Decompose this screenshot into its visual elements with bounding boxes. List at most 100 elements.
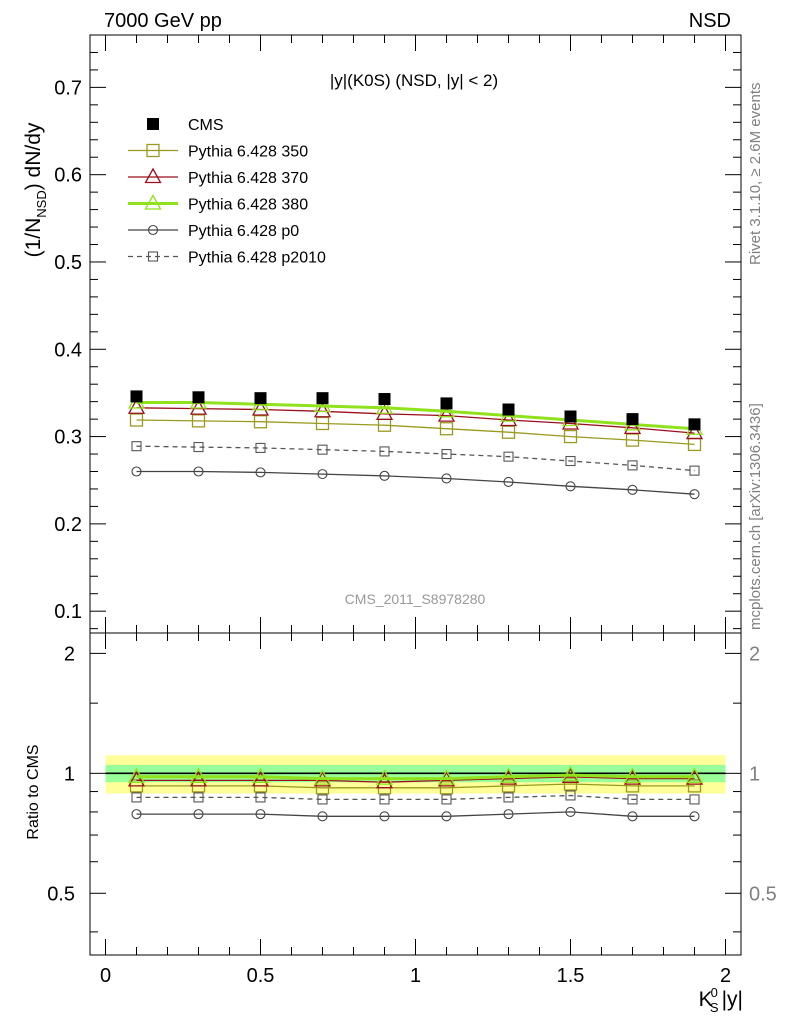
main-axis-ticks: 0.1 0.2 0.3 0.4 0.5 0.6 0.7: [54, 35, 741, 633]
ratio-point-pythia-6-428-380: [189, 767, 208, 783]
main-point-cms: [316, 392, 329, 405]
main-y-tick-label: 0.3: [54, 427, 82, 449]
legend-marker: [147, 251, 159, 262]
main-point-pythia-6-428-p0: [317, 469, 328, 480]
legend-label: Pythia 6.428 380: [188, 197, 308, 214]
ratio-point-pythia-6-428-p2010: [441, 794, 452, 805]
ratio-point-pythia-6-428-p2010: [255, 792, 266, 803]
ratio-point-pythia-6-428-p2010: [627, 794, 638, 805]
main-line-pythia-6-428-380: [136, 401, 695, 431]
main-point-pythia-6-428-p0: [565, 481, 576, 492]
main-point-pythia-6-428-p2010: [441, 448, 452, 460]
ratio-point-pythia-6-428-350: [439, 781, 454, 795]
ratio-point-pythia-6-428-370: [375, 772, 394, 789]
ratio-axis-ticks: 0 0.5 1 1.5 2 0.5 0.5 1 1 2 2: [47, 633, 777, 987]
ratio-point-pythia-6-428-p0: [255, 809, 266, 820]
main-point-pythia-6-428-p0: [379, 470, 390, 481]
ratio-point-pythia-6-428-p0: [503, 809, 514, 820]
ratio-y-tick-label-right: 2: [749, 643, 760, 665]
legend-marker: [144, 194, 162, 210]
ratio-point-pythia-6-428-380: [623, 767, 642, 783]
main-point-cms: [626, 413, 639, 426]
ratio-point-pythia-6-428-350: [563, 777, 578, 791]
main-point-pythia-6-428-p0: [193, 466, 204, 477]
ratio-y-tick-label: 1: [64, 763, 75, 785]
main-y-tick-label: 0.1: [54, 601, 82, 623]
main-point-pythia-6-428-350: [501, 425, 516, 439]
main-y-tick-label: 0.4: [54, 339, 82, 361]
main-point-pythia-6-428-350: [191, 414, 206, 428]
legend-marker: [147, 118, 159, 130]
ratio-point-pythia-6-428-p2010: [131, 792, 142, 803]
main-point-pythia-6-428-350: [253, 415, 268, 429]
main-point-pythia-6-428-350: [129, 413, 144, 427]
ratio-point-pythia-6-428-p0: [689, 811, 700, 822]
main-point-pythia-6-428-p0: [627, 484, 638, 495]
main-point-pythia-6-428-p0: [503, 476, 514, 488]
main-point-pythia-6-428-p2010: [565, 455, 576, 467]
main-point-cms: [378, 393, 391, 406]
main-line-pythia-6-428-p2010: [136, 445, 695, 472]
main-point-cms: [130, 390, 143, 403]
ratio-y-tick-label: 2: [64, 643, 75, 665]
rivet-info: Rivet 3.1.10, ≥ 2.6M events: [747, 83, 764, 266]
ratio-line-pythia-6-428-370: [136, 776, 695, 783]
ratio-point-pythia-6-428-p0: [627, 811, 638, 822]
ratio-point-pythia-6-428-370: [251, 771, 270, 787]
legend-label: Pythia 6.428 370: [188, 170, 308, 187]
ratio-point-pythia-6-428-350: [315, 781, 330, 795]
main-point-pythia-6-428-p2010: [379, 446, 390, 457]
ratio-point-pythia-6-428-p2010: [503, 792, 514, 803]
main-y-tick-label: 0.7: [54, 77, 82, 99]
x-tick-label: 1: [410, 965, 421, 987]
ratio-point-pythia-6-428-p0: [317, 811, 328, 822]
main-point-cms: [440, 397, 453, 410]
ratio-y-tick-label: 0.5: [47, 883, 75, 905]
main-point-pythia-6-428-370: [437, 406, 456, 422]
x-tick-label: 0: [100, 965, 111, 987]
ratio-point-pythia-6-428-350: [501, 779, 516, 793]
main-point-pythia-6-428-p2010: [255, 442, 266, 453]
main-point-pythia-6-428-370: [313, 401, 332, 418]
ratio-point-pythia-6-428-370: [127, 771, 146, 787]
main-point-pythia-6-428-370: [251, 400, 270, 416]
main-point-pythia-6-428-350: [563, 429, 578, 444]
main-point-cms: [564, 410, 577, 423]
main-point-pythia-6-428-380: [313, 396, 332, 413]
main-point-pythia-6-428-380: [437, 401, 456, 418]
legend-marker: [146, 143, 160, 158]
main-y-tick-label: 0.2: [54, 514, 82, 536]
main-point-pythia-6-428-p0: [131, 466, 142, 477]
main-point-pythia-6-428-350: [625, 433, 640, 447]
main-point-pythia-6-428-350: [315, 416, 330, 431]
ratio-plot-data: [127, 765, 704, 822]
ratio-point-pythia-6-428-350: [687, 779, 702, 793]
main-point-cms: [502, 403, 515, 416]
ratio-point-pythia-6-428-p0: [441, 811, 452, 822]
ratio-point-pythia-6-428-p2010: [379, 794, 390, 805]
main-y-tick-label: 0.5: [54, 252, 82, 274]
ratio-point-pythia-6-428-p0: [565, 806, 576, 817]
ratio-line-pythia-6-428-p0: [136, 811, 695, 817]
main-point-cms: [688, 418, 701, 431]
main-point-pythia-6-428-p2010: [627, 460, 638, 471]
ratio-point-pythia-6-428-370: [189, 771, 208, 787]
legend-marker: [147, 224, 159, 236]
main-point-pythia-6-428-p0: [689, 489, 700, 500]
ratio-point-pythia-6-428-p0: [131, 809, 142, 820]
main-point-pythia-6-428-350: [439, 422, 454, 436]
legend-label: Pythia 6.428 350: [188, 144, 308, 161]
main-point-pythia-6-428-p0: [441, 473, 452, 484]
ratio-point-pythia-6-428-p0: [379, 811, 390, 822]
ratio-line-pythia-6-428-350: [136, 783, 695, 789]
x-tick-label: 2: [720, 965, 731, 987]
main-line-pythia-6-428-350: [136, 419, 695, 446]
main-point-pythia-6-428-370: [127, 398, 146, 414]
main-point-pythia-6-428-p2010: [193, 442, 204, 453]
legend-label: Pythia 6.428 p2010: [188, 250, 326, 267]
ratio-point-pythia-6-428-p0: [193, 809, 204, 820]
ratio-point-pythia-6-428-p2010: [193, 792, 204, 803]
x-tick-label: 0.5: [247, 965, 275, 987]
ratio-point-pythia-6-428-380: [437, 769, 456, 785]
